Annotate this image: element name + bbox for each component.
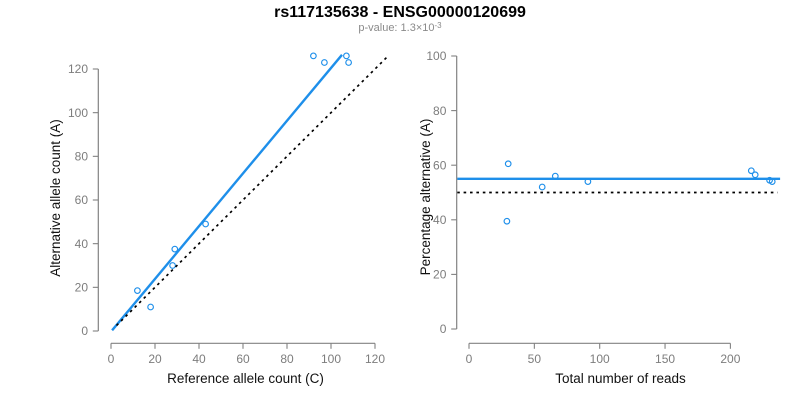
pvalue-exponent: -3 [434,21,442,30]
x-tick-label: 0 [108,352,115,366]
y-tick-label: 20 [75,281,89,295]
data-point [751,171,759,179]
data-point [321,59,328,66]
x-tick-label: 80 [280,352,294,366]
data-point [169,262,176,269]
figure-title: rs117135638 - ENSG00000120699 [274,4,526,21]
figure-subtitle: p-value: 1.3×10-3 [0,22,800,35]
x-tick-label: 0 [466,352,473,366]
data-point [747,167,755,175]
y-tick-label: 60 [433,158,447,172]
y-tick-label: 40 [75,237,89,251]
identity-line [115,55,389,327]
data-point [147,303,154,311]
data-point [345,59,352,66]
pvalue-text: p-value: 1.3×10 [358,22,435,34]
data-point [343,52,350,60]
data-point [310,52,317,60]
y-tick-label: 60 [75,193,89,207]
y-axis-title: Percentage alternative (A) [418,119,433,276]
fit-line [111,54,343,332]
data-point [171,245,179,253]
x-axis-title: Total number of reads [555,371,686,386]
data-point [134,287,141,294]
x-axis-title: Reference allele count (C) [167,371,324,386]
y-tick-label: 120 [68,62,88,76]
data-point [202,220,209,228]
x-tick-label: 60 [236,352,250,366]
data-point [503,217,511,225]
y-tick-label: 20 [433,268,447,282]
y-axis-title: Alternative allele count (A) [48,119,63,277]
x-tick-label: 150 [655,352,675,366]
x-tick-label: 20 [148,352,162,366]
x-tick-label: 120 [365,352,385,366]
x-tick-label: 50 [528,352,542,366]
y-tick-label: 0 [81,324,88,338]
x-tick-label: 100 [590,352,610,366]
y-tick-label: 40 [433,213,447,227]
data-point [538,183,546,191]
x-tick-label: 200 [720,352,740,366]
y-tick-label: 80 [75,150,89,164]
x-tick-label: 40 [192,352,206,366]
y-tick-label: 100 [68,106,88,120]
x-tick-label: 100 [321,352,341,366]
y-tick-label: 80 [433,104,447,118]
data-point [504,160,512,168]
y-tick-label: 100 [426,49,446,63]
y-tick-label: 0 [440,322,447,336]
